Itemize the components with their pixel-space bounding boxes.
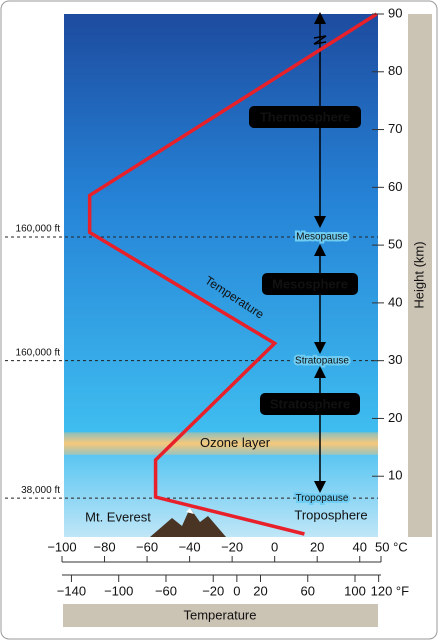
- x2-tick-label: 100: [344, 583, 366, 598]
- x-tick-label: −20: [221, 539, 243, 554]
- x2-tick-label: −140: [57, 583, 86, 598]
- x2-tick-label: −20: [202, 583, 224, 598]
- x-tick-label: 20: [310, 539, 324, 554]
- x2-tick-label: 20: [253, 583, 267, 598]
- mountain: [150, 508, 226, 537]
- x-tick-label: −100: [47, 539, 76, 554]
- layer-box: [249, 106, 361, 128]
- y-tick-label: 90: [388, 5, 402, 20]
- y-tick-label: 30: [388, 352, 402, 367]
- x-tick-label: −40: [179, 539, 201, 554]
- mountain-label: Mt. Everest: [85, 509, 151, 524]
- layer-box: [260, 393, 360, 415]
- layer-label: Troposphere: [294, 507, 367, 522]
- x2-tick-label: 60: [301, 583, 315, 598]
- temperature-line: [87, 12, 378, 536]
- y-label-box: [408, 14, 432, 537]
- y-tick-label: 70: [388, 121, 402, 136]
- y-axis-label: Height (km): [411, 241, 426, 308]
- x-label-box: [63, 604, 378, 627]
- x-tick-label: 40: [352, 539, 366, 554]
- x-tick-label: −60: [136, 539, 158, 554]
- x2-tick-label: 0: [233, 583, 240, 598]
- boundary-name: Tropopause: [296, 493, 349, 504]
- boundary-name: Stratopause: [295, 355, 349, 366]
- y-tick-label: 10: [388, 468, 402, 483]
- x2-tick-label: −100: [104, 583, 133, 598]
- x-tick-label: 50 °C: [375, 539, 408, 554]
- layer-label: Mesosphere: [272, 276, 348, 291]
- layer-label: Thermosphere: [260, 109, 350, 124]
- mountain-snow: [186, 508, 194, 514]
- y-tick-label: 80: [388, 63, 402, 78]
- layer-label: Stratosphere: [270, 396, 350, 411]
- y-tick-label: 40: [388, 294, 402, 309]
- x-axis-label: Temperature: [184, 607, 257, 622]
- y-tick-label: 20: [388, 410, 402, 425]
- boundary-altitude: 160,000 ft: [16, 224, 61, 235]
- x2-tick-label: −60: [155, 583, 177, 598]
- boundary-altitude: 38,000 ft: [21, 485, 60, 496]
- x-tick-label: 0: [271, 539, 278, 554]
- ozone-label: Ozone layer: [200, 435, 271, 450]
- layer-box: [262, 273, 358, 295]
- boundary-name: Mesopause: [296, 232, 348, 243]
- y-tick-label: 50: [388, 237, 402, 252]
- axis-break: [313, 35, 327, 45]
- x2-tick-label: 120 °F: [371, 583, 410, 598]
- x-tick-label: −80: [94, 539, 116, 554]
- y-tick-label: 60: [388, 179, 402, 194]
- ozone-band: [64, 432, 378, 455]
- boundary-altitude: 160,000 ft: [16, 347, 61, 358]
